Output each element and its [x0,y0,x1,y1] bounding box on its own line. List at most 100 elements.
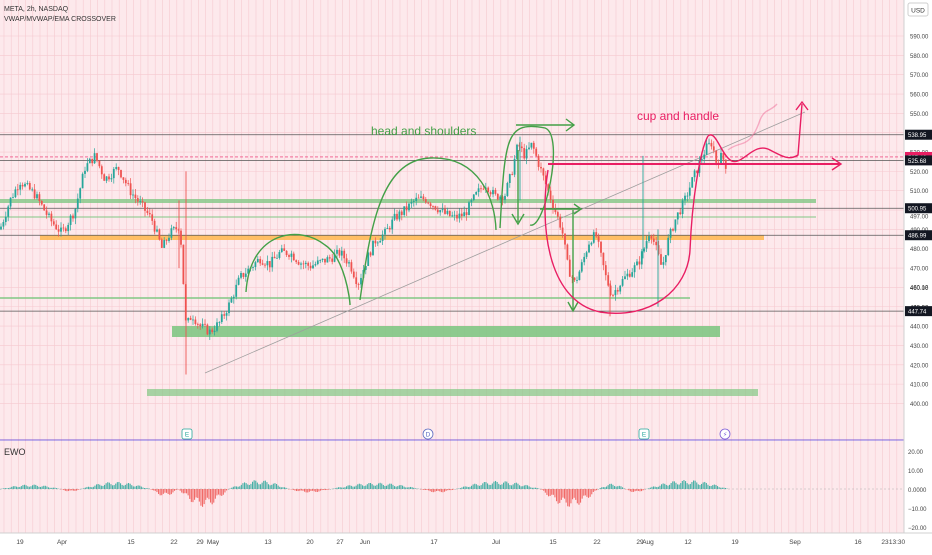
ewo-bar [653,486,654,489]
ewo-bar [508,483,509,489]
ewo-bar [367,484,368,489]
ewo-bar [723,488,724,489]
candle-body [209,330,211,335]
ewo-bar [636,489,637,491]
ewo-bar [293,489,294,490]
time-tick-label: 17 [430,539,438,546]
candle-body [499,197,501,200]
candle-body [514,159,516,175]
candle-body [197,324,199,325]
ewo-bar [551,489,552,495]
ewo-bar [188,489,189,495]
ewo-bar [73,489,74,491]
ewo-bar [719,487,720,489]
ewo-bar [176,489,177,490]
candle-body [684,196,686,201]
ewo-bar [271,485,272,489]
ewo-bar [273,484,274,489]
candle-body [617,290,619,291]
ewo-bar [501,484,502,489]
ewo-bar [368,483,369,489]
ewo-bar [218,489,219,495]
ewo-bar [389,484,390,489]
price-level-label: 447.74 [908,310,927,316]
ewo-bar [199,489,200,502]
candle-body [473,195,475,200]
ewo-bar [236,486,237,489]
candle-body [259,259,261,263]
ewo-bar [158,489,159,494]
candle-body [495,190,497,194]
candle-body [703,155,705,160]
time-tick-label: 12 [684,539,692,546]
ewo-bar [133,486,134,489]
ewo-bar [6,488,7,489]
zone-green-middle [172,326,720,337]
candle-body [511,174,513,175]
ewo-bar [622,487,623,489]
ewo-bar [537,488,538,489]
ewo-bar [521,486,522,489]
ewo-bar [181,489,182,493]
ewo-bar [519,485,520,489]
candle-body [639,262,641,265]
ewo-bar [19,487,20,489]
candle-body [31,189,33,190]
candle-body [118,167,120,170]
ewo-bar [340,487,341,489]
ewo-bar [335,488,336,489]
candle-body [139,201,141,202]
candle-body [437,210,439,213]
price-tick-label: 420.00 [910,363,929,369]
candle-body [163,240,165,248]
ewo-bar [128,483,129,489]
ewo-bar [426,489,427,490]
candle-body [375,241,377,244]
indicator-background [0,441,904,533]
ewo-bar [223,489,224,495]
ewo-bar [233,487,234,489]
candle-body [51,214,53,222]
ewo-bar [220,489,221,495]
ewo-bar [690,484,691,489]
ewo-bar [284,487,285,489]
ewo-bar [712,485,713,489]
candle-body [672,229,674,231]
ewo-bar [415,488,416,489]
ewo-bar [578,489,579,505]
candle-body [84,171,86,174]
candle-body [199,324,201,326]
candle-body [142,201,144,202]
ewo-bar [5,488,6,489]
candle-body [538,156,540,167]
ewo-bar [98,484,99,489]
ewo-bar [372,484,373,489]
time-tick-label: 22 [593,539,601,546]
ewo-bar [511,485,512,489]
candle-body [274,257,276,258]
candle-body [533,143,535,149]
ewo-bar [373,485,374,489]
ewo-bar [550,489,551,496]
ewo-bar [667,486,668,489]
ewo-bar [444,489,445,492]
ewo-bar [315,489,316,492]
candle-body [288,255,290,257]
ewo-bar [643,489,644,490]
candle-body [463,212,465,216]
ewo-tick-label: 10.00 [908,469,924,475]
candle-body [255,262,257,267]
candle-body [377,243,379,244]
candle-body [149,213,151,214]
ewo-bar [270,485,271,489]
ewo-bar [266,482,267,489]
time-tick-label: May [207,539,220,546]
ewo-bar [558,489,559,504]
ewo-bar [603,487,604,489]
ewo-bar [635,489,636,491]
ewo-bar [53,488,54,489]
ewo-bar [244,482,245,489]
ewo-bar [376,485,377,489]
candle-body [475,192,477,195]
